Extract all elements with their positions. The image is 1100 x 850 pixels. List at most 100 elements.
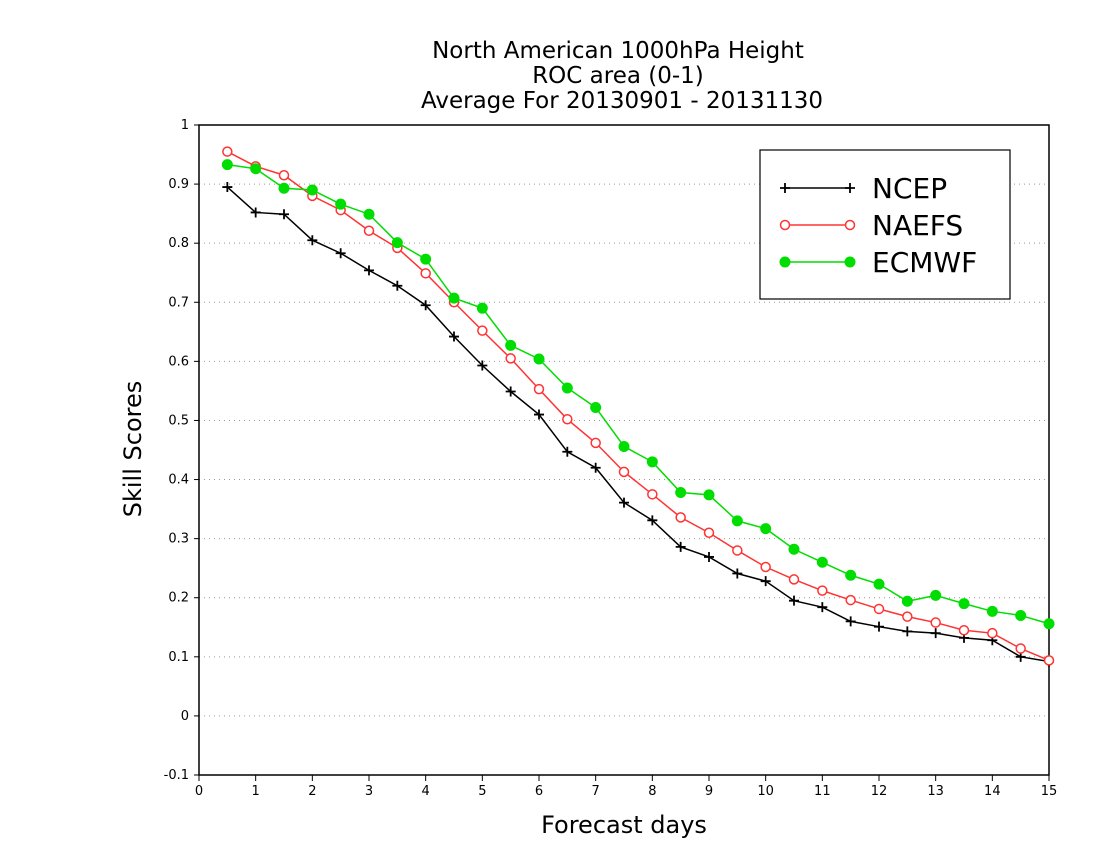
- data-point-ecmwf: [221, 159, 233, 171]
- data-point-ncep: [449, 331, 459, 342]
- data-point-ecmwf: [590, 401, 602, 413]
- data-point-naefs: [760, 561, 771, 573]
- data-point-naefs: [618, 466, 630, 478]
- data-point-ecmwf: [1015, 609, 1027, 621]
- data-point-naefs: [590, 437, 601, 449]
- x-tick-label: 5: [478, 784, 486, 799]
- legend-label-naefs: NAEFS: [872, 209, 963, 242]
- data-point-ecmwf: [901, 595, 913, 607]
- data-point-naefs: [987, 627, 998, 639]
- data-point-naefs: [363, 225, 375, 237]
- y-tick-label: 0: [181, 709, 189, 724]
- data-point-ncep: [279, 209, 289, 220]
- title-line-2: ROC area (0-1): [532, 63, 704, 89]
- plot-frame: [198, 124, 1050, 776]
- x-tick-label: 8: [648, 784, 656, 799]
- data-point-ncep: [647, 515, 658, 526]
- legend-label-ecmwf: ECMWF: [872, 246, 977, 279]
- data-point-naefs: [958, 624, 970, 636]
- data-point-naefs: [278, 169, 290, 181]
- data-point-ecmwf: [930, 589, 942, 601]
- data-point-naefs: [902, 611, 913, 622]
- y-tick-label: 0.7: [168, 295, 189, 310]
- data-point-ecmwf: [448, 292, 460, 304]
- title-line-1: North American 1000hPa Height: [432, 38, 804, 64]
- data-point-ncep: [845, 616, 856, 627]
- data-point-ecmwf: [618, 440, 630, 452]
- x-tick-label: 1: [252, 784, 260, 799]
- data-point-ncep: [874, 621, 884, 632]
- data-point-ecmwf: [561, 382, 573, 394]
- data-point-ncep: [335, 248, 346, 259]
- data-point-ecmwf: [760, 523, 772, 535]
- x-tick-label: 10: [757, 784, 774, 799]
- y-tick-label: 0.8: [168, 236, 189, 251]
- data-point-ecmwf: [731, 515, 743, 527]
- data-point-naefs: [420, 268, 431, 279]
- x-tick-label: 13: [927, 784, 944, 799]
- y-tick-label: 0.6: [168, 354, 189, 369]
- data-point-naefs: [703, 527, 715, 538]
- data-point-ncep: [930, 628, 941, 639]
- data-point-ncep: [590, 462, 601, 473]
- legend: NCEP NAEFS ECMWF: [759, 149, 1011, 300]
- series-ncep: [222, 182, 1054, 667]
- data-point-naefs: [788, 574, 800, 585]
- data-point-ncep: [902, 626, 913, 637]
- x-axis-ticks: 0 1 2 3 4 5 6 7 8 9 10 11 12 13 14 15: [195, 775, 1057, 799]
- data-point-naefs: [845, 594, 856, 606]
- legend-marker-ncep: [845, 183, 855, 193]
- x-tick-label: 7: [592, 784, 600, 799]
- data-point-naefs: [873, 603, 885, 615]
- data-point-naefs: [1043, 655, 1055, 666]
- data-point-ecmwf: [533, 353, 545, 365]
- data-point-ncep: [704, 551, 714, 562]
- data-point-ncep: [250, 207, 261, 218]
- data-point-ecmwf: [335, 198, 347, 210]
- data-point-ecmwf: [675, 487, 687, 499]
- data-point-ncep: [534, 409, 544, 420]
- data-point-ecmwf: [703, 489, 715, 501]
- y-tick-label: 0.3: [168, 532, 189, 547]
- data-point-ecmwf: [788, 543, 800, 555]
- data-point-ecmwf: [476, 302, 488, 314]
- y-tick-label: 0.5: [168, 413, 189, 428]
- y-tick-label: 0.2: [168, 591, 189, 606]
- data-point-naefs: [505, 353, 516, 364]
- x-tick-label: 0: [195, 784, 203, 799]
- y-tick-label: -0.1: [164, 768, 189, 783]
- data-point-ecmwf: [845, 569, 857, 581]
- series-ecmwf: [221, 159, 1055, 630]
- x-tick-label: 11: [814, 784, 831, 799]
- data-point-ecmwf: [363, 208, 375, 220]
- data-point-ecmwf: [391, 237, 403, 249]
- data-point-ecmwf: [505, 339, 517, 351]
- data-point-ncep: [619, 497, 629, 508]
- data-point-naefs: [222, 146, 233, 157]
- data-point-naefs: [675, 512, 686, 523]
- legend-item-ncep: NCEP: [780, 172, 947, 205]
- data-point-ncep: [392, 280, 403, 291]
- data-point-ncep: [222, 182, 233, 193]
- title-line-3: Average For 20130901 - 20131130: [421, 88, 823, 114]
- data-point-naefs: [817, 585, 828, 596]
- data-point-ncep: [562, 446, 573, 457]
- x-axis-label: Forecast days: [541, 811, 707, 839]
- data-point-ecmwf: [1043, 618, 1055, 630]
- y-tick-label: 0.9: [168, 177, 189, 192]
- legend-marker-naefs: [779, 219, 791, 231]
- x-tick-label: 6: [535, 784, 543, 799]
- data-point-ncep: [789, 595, 799, 606]
- data-point-naefs: [1015, 643, 1026, 654]
- x-tick-label: 3: [365, 784, 373, 799]
- data-point-ecmwf: [278, 182, 290, 194]
- data-point-ecmwf: [306, 184, 318, 196]
- y-axis-ticks: -0.1 0 0.1 0.2 0.3 0.4 0.5 0.6 0.7 0.8 0.9 1: [164, 118, 199, 783]
- data-point-naefs: [533, 383, 545, 395]
- data-point-ncep: [505, 386, 516, 397]
- data-point-ncep: [364, 265, 374, 276]
- legend-item-naefs: NAEFS: [779, 209, 963, 242]
- data-point-ncep: [732, 568, 743, 579]
- y-tick-label: 0.4: [168, 473, 189, 488]
